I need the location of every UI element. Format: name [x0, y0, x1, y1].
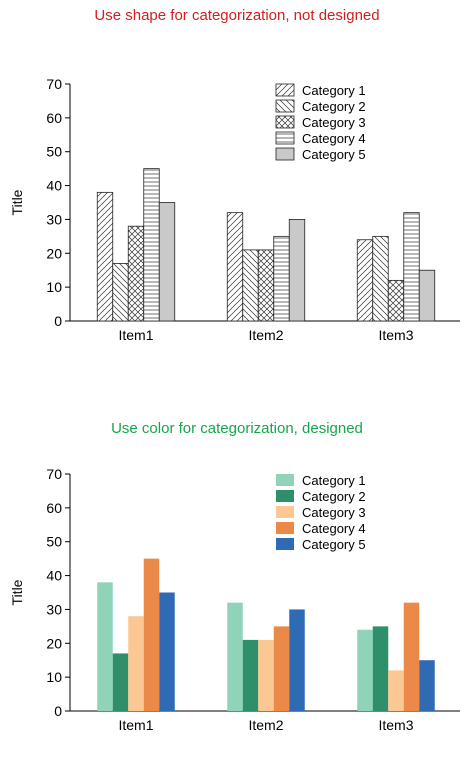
y-tick-label: 10 [46, 669, 62, 685]
bar-item2-category-4 [273, 626, 290, 711]
legend-label: Category 3 [302, 115, 366, 130]
y-tick-label: 40 [46, 568, 62, 584]
y-tick-label: 30 [46, 601, 62, 617]
bar-item1-category-3 [128, 616, 144, 711]
bar-item2-category-4 [273, 235, 290, 322]
legend-swatch [276, 522, 294, 534]
y-axis-title: Title [9, 189, 25, 215]
legend-swatch [275, 83, 295, 97]
y-tick-label: 0 [54, 313, 62, 329]
legend-swatch [276, 506, 294, 518]
legend-swatch [275, 99, 295, 113]
bar-item2-category-3 [257, 249, 275, 322]
y-tick-label: 60 [46, 500, 62, 516]
y-tick-label: 50 [46, 534, 62, 550]
legend-swatch [275, 147, 295, 161]
bar-item1-category-1 [97, 582, 113, 711]
x-tick-label: Item2 [248, 327, 283, 343]
legend-swatch [275, 131, 295, 145]
bar-item3-category-4 [403, 602, 420, 711]
bar-item2-category-3 [258, 639, 274, 711]
x-tick-label: Item3 [378, 717, 413, 733]
legend-label: Category 2 [302, 489, 366, 504]
legend-swatch [276, 474, 294, 486]
y-tick-label: 30 [46, 211, 62, 227]
bar-item1-category-3 [127, 225, 145, 322]
bar-item3-category-4 [403, 212, 420, 322]
bar-item2-category-2 [242, 639, 259, 711]
y-tick-label: 10 [46, 279, 62, 295]
bar-item3-category-5 [419, 660, 435, 711]
chart-2-caption: Use color for categorization, designed [111, 420, 363, 437]
bar-item3-category-1 [356, 239, 374, 322]
legend-swatch [276, 538, 294, 550]
legend-label: Category 4 [302, 521, 366, 536]
legend-label: Category 5 [302, 537, 366, 552]
bar-item3-category-3 [388, 670, 404, 711]
bar-item1-category-5 [159, 592, 175, 711]
y-tick-label: 70 [46, 76, 62, 92]
bar-item2-category-1 [226, 212, 244, 322]
legend-label: Category 3 [302, 505, 366, 520]
bar-item1-category-4 [143, 168, 160, 322]
legend-label: Category 1 [302, 83, 366, 98]
x-tick-label: Item3 [378, 327, 413, 343]
legend-swatch [276, 490, 294, 502]
legend-label: Category 2 [302, 99, 366, 114]
bar-item2-category-5 [288, 219, 306, 322]
bar-item1-category-2 [112, 653, 129, 711]
x-tick-label: Item2 [248, 717, 283, 733]
y-axis-title: Title [9, 579, 25, 605]
legend-label: Category 4 [302, 131, 366, 146]
bar-item1-category-2 [112, 263, 129, 322]
y-tick-label: 20 [46, 245, 62, 261]
bar-item2-category-2 [242, 249, 259, 322]
bar-item3-category-2 [372, 626, 389, 711]
x-tick-label: Item1 [118, 717, 153, 733]
bar-item2-category-5 [289, 609, 305, 711]
y-tick-label: 60 [46, 110, 62, 126]
x-tick-label: Item1 [118, 327, 153, 343]
chart-1-caption: Use shape for categorization, not design… [94, 7, 380, 24]
bar-item3-category-5 [418, 269, 436, 322]
legend-label: Category 5 [302, 147, 366, 162]
bar-item3-category-2 [372, 235, 389, 322]
bar-item2-category-1 [227, 602, 243, 711]
bar-item1-category-4 [143, 558, 160, 711]
y-tick-label: 50 [46, 144, 62, 160]
bar-item3-category-1 [357, 629, 373, 711]
bar-chart-colors: Title 0 10 20 30 40 50 60 70 Item1 Item2 Item3 Cat… [9, 466, 460, 733]
y-tick-label: 0 [54, 703, 62, 719]
y-tick-label: 70 [46, 466, 62, 482]
y-tick-label: 20 [46, 635, 62, 651]
y-tick-label: 40 [46, 178, 62, 194]
bar-item1-category-5 [158, 202, 176, 322]
bar-item3-category-3 [387, 279, 405, 322]
bar-chart-patterns: Title 0 10 20 30 40 50 60 70 Item1 Item2 Item3 Cat… [9, 76, 460, 343]
legend-label: Category 1 [302, 473, 366, 488]
legend-swatch [275, 115, 295, 129]
bar-item1-category-1 [96, 191, 114, 322]
